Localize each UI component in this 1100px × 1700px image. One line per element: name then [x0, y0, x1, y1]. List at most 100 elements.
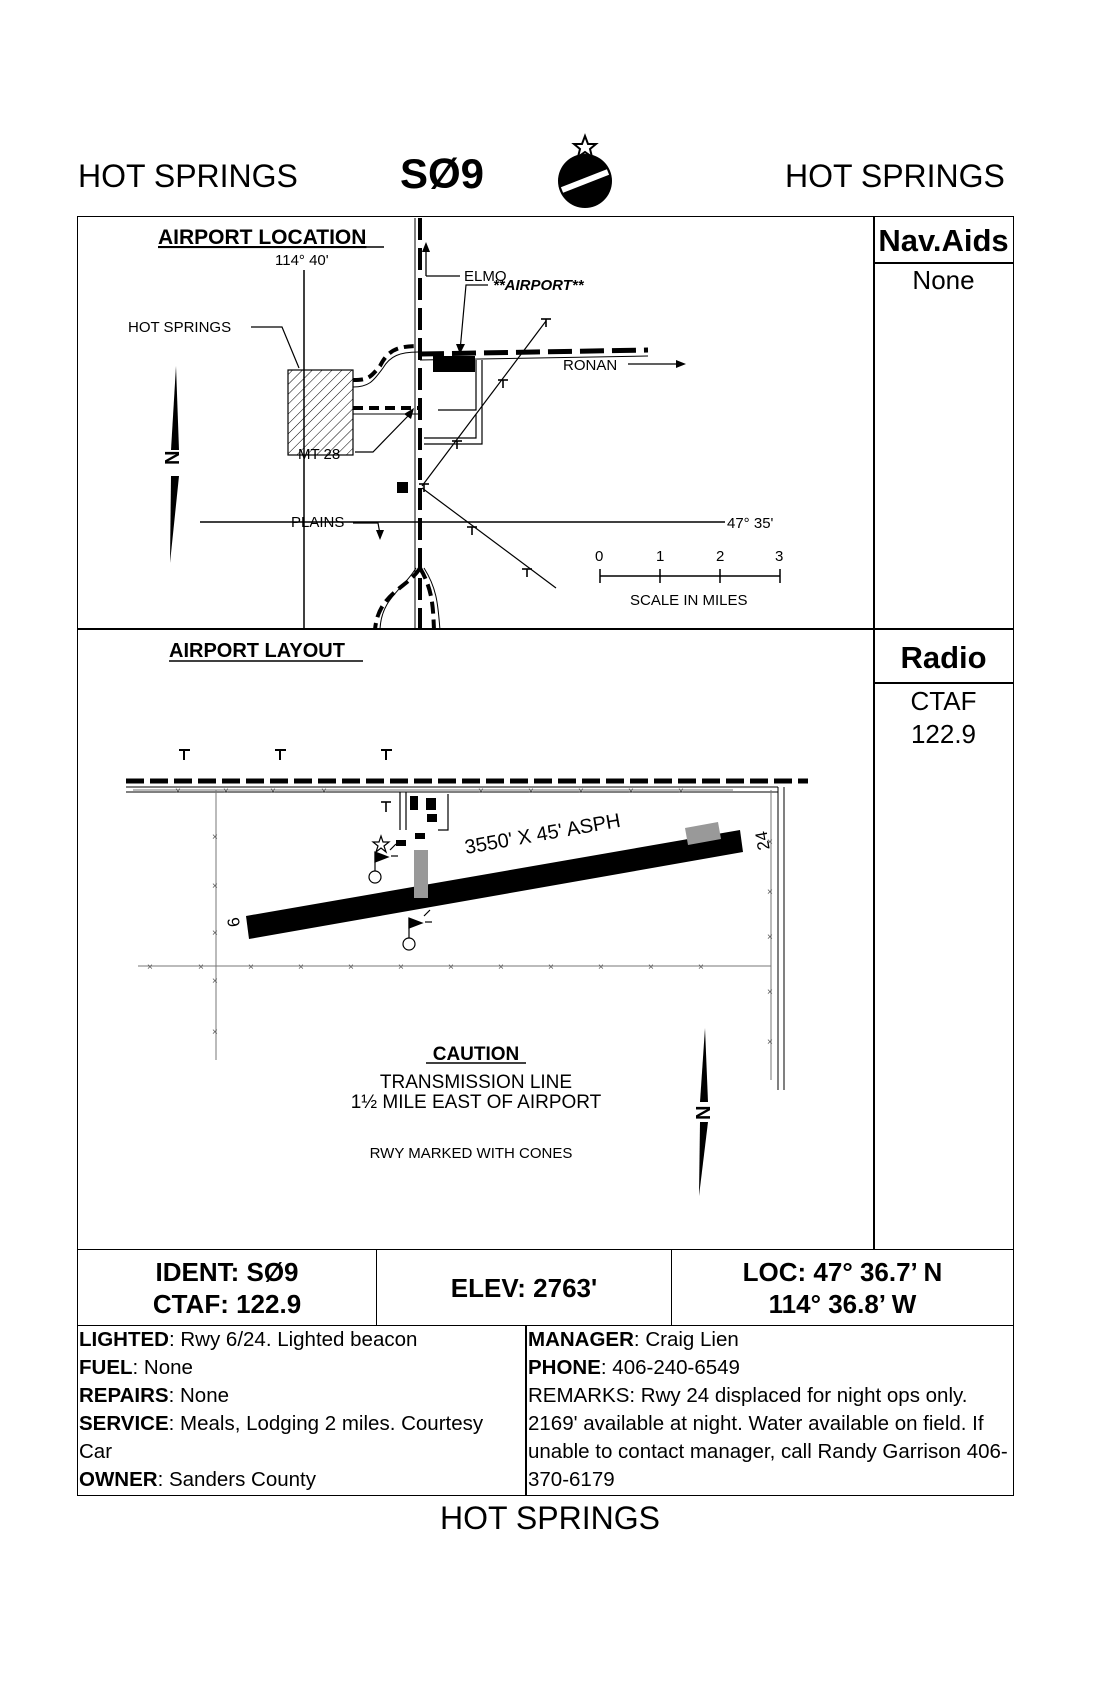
- navaids-value: None: [912, 265, 975, 295]
- svg-text:×: ×: [147, 962, 153, 973]
- lighted-label: LIGHTED: [79, 1328, 169, 1351]
- svg-text:×: ×: [212, 832, 218, 843]
- owner-value: : Sanders County: [157, 1468, 316, 1491]
- svg-text:×: ×: [528, 786, 534, 797]
- svg-text:×: ×: [212, 928, 218, 939]
- airport-symbol: [433, 356, 475, 372]
- runway-6-24: [246, 830, 743, 939]
- svg-text:×: ×: [598, 962, 604, 973]
- layout-north-arrow-top: [700, 1028, 708, 1102]
- details-right: MANAGER: Craig Lien PHONE: 406-240-6549 …: [528, 1326, 1012, 1494]
- mt28-label: MT 28: [298, 446, 340, 463]
- details-divider: [525, 1325, 527, 1496]
- svg-text:×: ×: [248, 962, 254, 973]
- header-ident: SØ9: [400, 150, 485, 197]
- svg-text:×: ×: [767, 837, 773, 848]
- fence-marks: × × × × × × × × × × × × × × × × × × × × × × × × × × × × × × ×: [147, 786, 773, 1048]
- longitude-label: 114° 40': [275, 252, 329, 269]
- side-column-divider: [873, 216, 875, 1250]
- north-label: N: [162, 451, 184, 465]
- service-value: : Meals, Lodging 2 miles. Courtesy Car: [79, 1412, 484, 1463]
- scale-tick-1: 1: [656, 548, 664, 565]
- layout-map-title: AIRPORT LAYOUT: [169, 640, 345, 662]
- north-arrow-bottom: [170, 476, 179, 563]
- svg-text:×: ×: [767, 987, 773, 998]
- location-cell: LOC: 47° 36.7’ N 114° 36.8’ W: [671, 1249, 1014, 1326]
- runway-end-6-label: 6: [224, 916, 244, 929]
- svg-text:×: ×: [270, 786, 276, 797]
- svg-text:×: ×: [648, 962, 654, 973]
- fuel-label: FUEL: [79, 1356, 133, 1379]
- svg-text:×: ×: [767, 932, 773, 943]
- svg-text:×: ×: [198, 962, 204, 973]
- location-latitude: LOC: 47° 36.7’ N: [742, 1256, 943, 1287]
- transmission-poles: [179, 749, 392, 760]
- lighted-value: : Rwy 6/24. Lighted beacon: [168, 1328, 418, 1351]
- svg-text:×: ×: [548, 962, 554, 973]
- svg-text:×: ×: [478, 786, 484, 797]
- location-map: AIRPORT LOCATION 114° 40' 47° 35' HOT SP…: [128, 218, 783, 628]
- manager-label: MANAGER: [528, 1328, 634, 1351]
- runway-label: 3550' X 45' ASPH: [463, 810, 622, 859]
- svg-text:×: ×: [698, 962, 704, 973]
- road-to-ronan: [419, 347, 649, 357]
- svg-text:×: ×: [398, 962, 404, 973]
- north-arrow-top: [171, 366, 179, 450]
- location-longitude: 114° 36.8’ W: [768, 1288, 917, 1319]
- scale-bar: 0 1 2 3 SCALE IN MILES: [595, 548, 783, 609]
- radio-ctaf-frequency: 122.9: [910, 719, 977, 749]
- header-right-name: HOT SPRINGS: [785, 158, 1005, 194]
- windsock-icon-north: [368, 843, 398, 884]
- svg-text:×: ×: [298, 962, 304, 973]
- phone-label: PHONE: [528, 1356, 601, 1379]
- windsock-icon-south: [402, 909, 432, 951]
- scale-tick-3: 3: [775, 548, 783, 565]
- transmission-line-south: [421, 487, 557, 589]
- scale-tick-0: 0: [595, 548, 603, 565]
- ident-value: IDENT: SØ9: [155, 1256, 299, 1287]
- plains-label: PLAINS: [291, 514, 344, 531]
- runway-note: RWY MARKED WITH CONES: [370, 1145, 573, 1162]
- navaids-rule: [873, 262, 1014, 264]
- svg-text:×: ×: [578, 786, 584, 797]
- caution-title: CAUTION: [433, 1044, 520, 1065]
- airport-label: **AIRPORT**: [493, 277, 585, 294]
- repairs-label: REPAIRS: [79, 1384, 169, 1407]
- svg-text:×: ×: [212, 976, 218, 987]
- elmo-label: ELMO: [464, 268, 507, 285]
- runway-end-24-label: 24: [752, 830, 774, 852]
- svg-text:×: ×: [212, 881, 218, 892]
- caution-line-1: TRANSMISSION LINE: [380, 1072, 572, 1093]
- radio-ctaf-label: CTAF: [910, 686, 977, 716]
- runway-24-displaced-threshold: [685, 822, 721, 845]
- owner-label: OWNER: [79, 1468, 158, 1491]
- svg-text:×: ×: [175, 786, 181, 797]
- latitude-label: 47° 35': [727, 515, 774, 532]
- hot-springs-town-area: [287, 369, 354, 456]
- layout-north-arrow-bottom: [699, 1122, 708, 1196]
- header-left-name: HOT SPRINGS: [78, 158, 298, 194]
- fuel-value: : None: [132, 1356, 193, 1379]
- taxiway: [414, 850, 428, 898]
- scale-tick-2: 2: [716, 548, 724, 565]
- elevation-cell: ELEV: 2763': [376, 1249, 672, 1326]
- caution-line-2: 1½ MILE EAST OF AIRPORT: [351, 1092, 602, 1113]
- remarks-value: REMARKS: Rwy 24 displaced for night ops …: [528, 1384, 1008, 1491]
- footer-name: HOT SPRINGS: [440, 1500, 660, 1536]
- scale-label: SCALE IN MILES: [630, 592, 748, 609]
- svg-text:×: ×: [321, 786, 327, 797]
- ctaf-value: CTAF: 122.9: [152, 1288, 302, 1319]
- service-label: SERVICE: [79, 1412, 169, 1435]
- svg-text:×: ×: [448, 962, 454, 973]
- ronan-label: RONAN: [563, 357, 617, 374]
- svg-text:×: ×: [212, 1027, 218, 1038]
- phone-value: : 406-240-6549: [600, 1356, 740, 1379]
- layout-map: AIRPORT LAYOUT × × × × × × × × × × × × × × × × × × × × ×…: [126, 640, 808, 1196]
- layout-north-label: N: [693, 1106, 715, 1120]
- section-divider: [77, 628, 1014, 630]
- svg-text:×: ×: [223, 786, 229, 797]
- elevation-value: ELEV: 2763': [450, 1272, 598, 1303]
- svg-text:×: ×: [767, 1037, 773, 1048]
- svg-text:×: ×: [678, 786, 684, 797]
- svg-text:×: ×: [767, 887, 773, 898]
